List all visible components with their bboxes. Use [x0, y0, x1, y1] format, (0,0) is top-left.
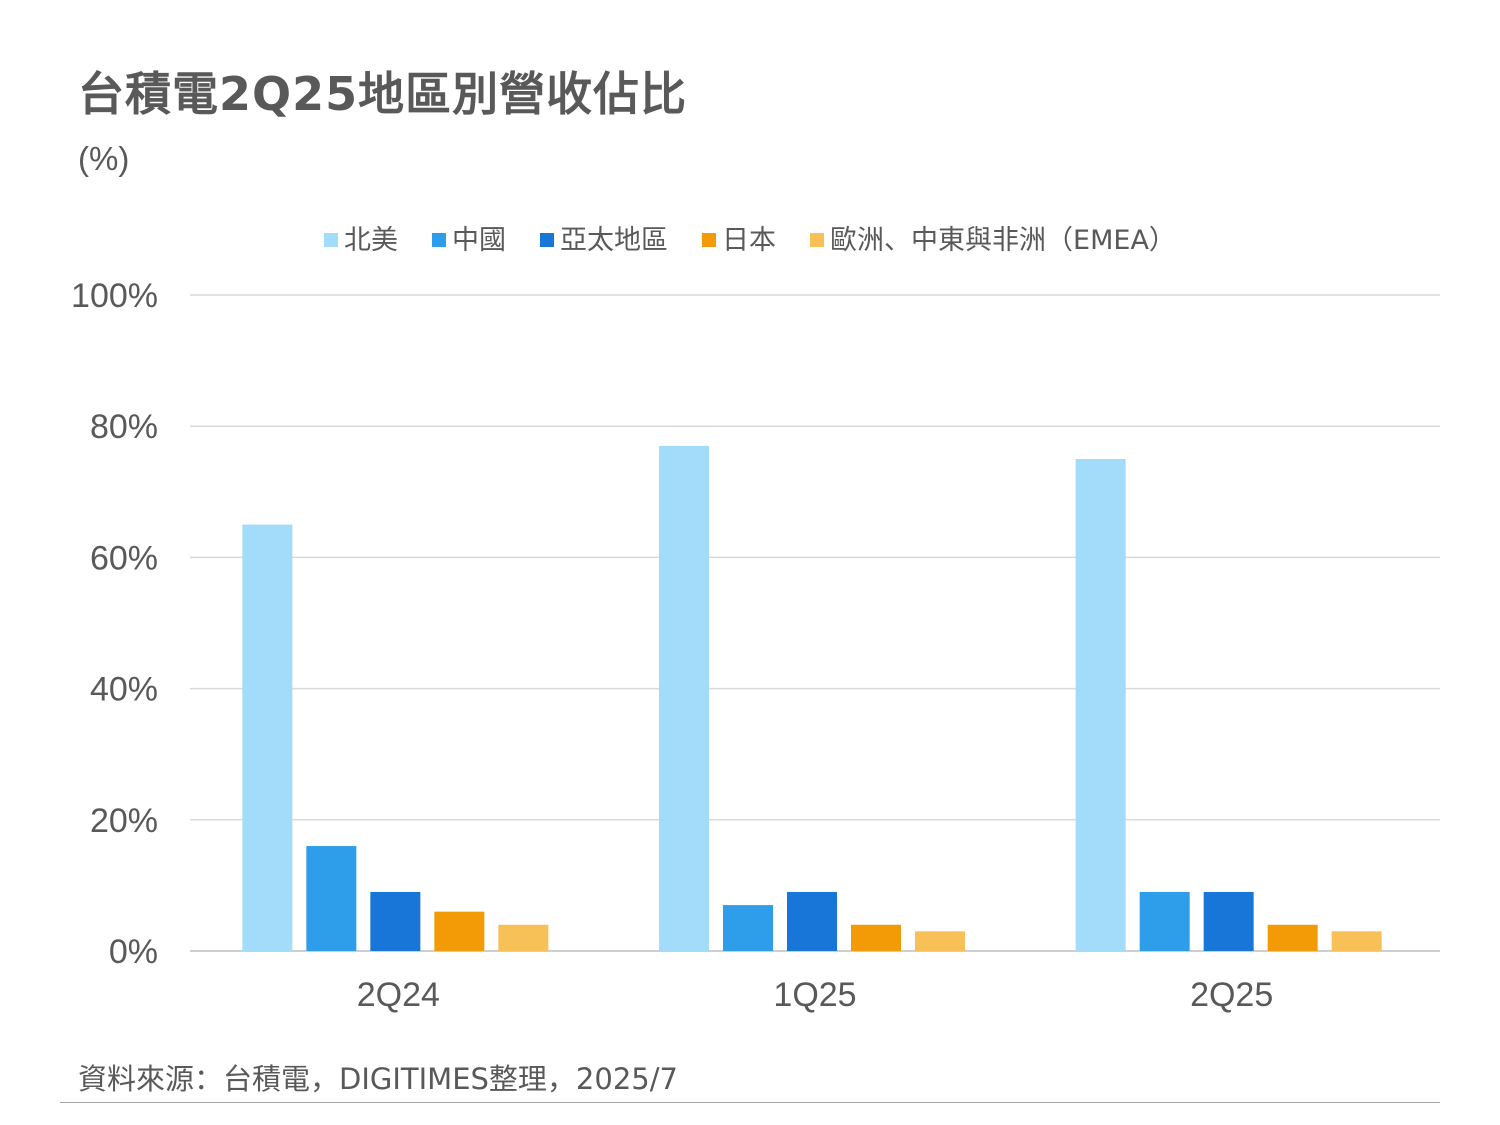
legend-label: 歐洲、中東與非洲（EMEA）	[830, 225, 1176, 256]
bar-2q25-series-0	[1075, 459, 1126, 951]
bottom-divider	[60, 1102, 1440, 1103]
legend-item: 中國	[432, 218, 506, 257]
y-tick-label: 20%	[90, 802, 158, 840]
bar-1q25-series-4	[915, 931, 965, 951]
bar-2q25-series-1	[1139, 891, 1190, 951]
legend-label: 中國	[452, 225, 507, 256]
bar-2q25-series-2	[1203, 891, 1254, 951]
unit-label: (%)	[78, 140, 130, 177]
bar-1q25-series-0	[659, 445, 709, 951]
legend-swatch	[540, 232, 555, 247]
y-tick-label: 0%	[109, 933, 158, 971]
legend-item: 歐洲、中東與非洲（EMEA）	[810, 218, 1176, 257]
bar-2q24-series-3	[434, 911, 485, 951]
y-tick-label: 80%	[90, 408, 158, 446]
bar-2q24-series-4	[498, 924, 549, 951]
bar-2q24-series-2	[370, 891, 421, 951]
x-tick-label: 2Q25	[1190, 976, 1273, 1014]
y-tick-label: 60%	[90, 539, 158, 577]
legend-swatch	[324, 232, 339, 247]
x-tick-label: 2Q24	[357, 976, 440, 1014]
bar-1q25-series-1	[723, 905, 773, 951]
bar-2q24-series-1	[306, 846, 357, 951]
bar-1q25-series-3	[851, 924, 901, 951]
legend: 北美 中國 亞太地區 日本 歐洲、中東與非洲（EMEA）	[0, 218, 1500, 257]
x-tick-label: 1Q25	[773, 976, 856, 1014]
bar-2q25-series-4	[1331, 931, 1382, 951]
bar-1q25-series-2	[787, 891, 837, 951]
legend-swatch	[810, 232, 825, 247]
y-tick-label: 100%	[71, 277, 158, 315]
legend-swatch	[432, 232, 447, 247]
legend-label: 北美	[344, 225, 399, 256]
bar-2q24-series-0	[242, 524, 293, 951]
chart-title: 台積電2Q25地區別營收佔比	[78, 67, 688, 121]
legend-label: 亞太地區	[560, 225, 669, 256]
legend-label: 日本	[722, 225, 777, 256]
legend-item: 亞太地區	[540, 218, 668, 257]
bar-2q25-series-3	[1267, 924, 1318, 951]
y-tick-label: 40%	[90, 671, 158, 709]
legend-item: 日本	[702, 218, 776, 257]
legend-item: 北美	[324, 218, 398, 257]
source-note: 資料來源：台積電，DIGITIMES整理，2025/7	[78, 1062, 678, 1096]
legend-swatch	[702, 232, 717, 247]
